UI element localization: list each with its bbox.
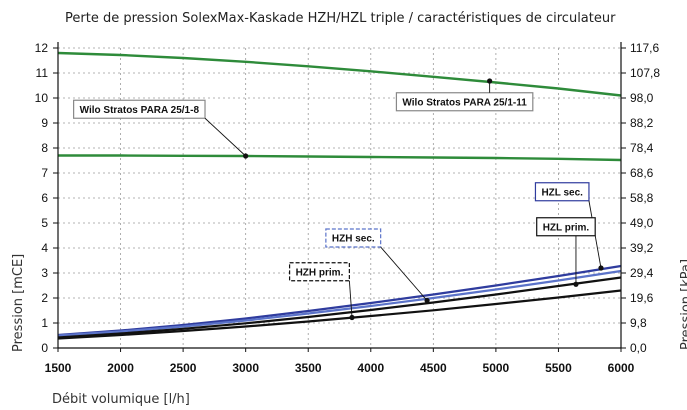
x-tick-label: 3500 bbox=[295, 361, 322, 375]
y-tick-label-right: 117,6 bbox=[630, 41, 659, 55]
x-tick-label: 2000 bbox=[107, 361, 134, 375]
y-tick-label: 12 bbox=[35, 41, 49, 55]
callout-box bbox=[536, 217, 596, 237]
y-tick-label-right: 78,4 bbox=[630, 141, 654, 155]
x-tick-label: 6000 bbox=[608, 361, 635, 375]
callout-leader bbox=[204, 117, 246, 157]
series-line bbox=[58, 154, 622, 162]
callout-leader bbox=[348, 280, 353, 318]
callout-label: Wilo Stratos PARA 25/1-11 bbox=[402, 97, 527, 108]
y-tick-label: 1 bbox=[41, 316, 48, 330]
callout-point bbox=[487, 78, 493, 84]
x-tick-label: 5500 bbox=[545, 361, 572, 375]
y-tick-label: 0 bbox=[41, 341, 48, 355]
x-axis-label: Débit volumique [l/h] bbox=[52, 392, 190, 407]
y-tick-label: 10 bbox=[35, 91, 49, 105]
callout-label: HZL prim. bbox=[543, 222, 590, 233]
callout-leader bbox=[380, 246, 428, 301]
callouts-layer: Wilo Stratos PARA 25/1-8 Wilo Stratos PAR… bbox=[73, 78, 604, 321]
y-tick-label-right: 88,2 bbox=[630, 116, 654, 130]
callout-point bbox=[349, 314, 355, 321]
series-layer bbox=[57, 51, 622, 340]
callout-label: HZL sec. bbox=[541, 187, 583, 198]
y-tick-label-right: 29,4 bbox=[630, 266, 654, 280]
callout-box bbox=[395, 92, 534, 112]
callout-box bbox=[534, 182, 590, 202]
series-line bbox=[57, 264, 622, 337]
callout-box bbox=[325, 228, 382, 248]
callout-label: HZH sec. bbox=[332, 234, 375, 245]
callout: Wilo Stratos PARA 25/1-8 bbox=[73, 99, 249, 159]
y-tick-label: 11 bbox=[36, 66, 49, 80]
callout-label: HZH prim. bbox=[296, 267, 344, 278]
series-line bbox=[57, 289, 622, 340]
x-tick-label: 4000 bbox=[357, 361, 384, 375]
y-axis-label: Pression [mCE] bbox=[11, 254, 26, 352]
callout-label: Wilo Stratos PARA 25/1-8 bbox=[80, 105, 200, 116]
callout: HZH sec. bbox=[325, 228, 430, 304]
ticks-layer: 0 0,0 1 9,8 2 19,6 3 29,4 4 39,2 5 49,0 6 58,8 7 68,6 8 7… bbox=[35, 41, 661, 375]
y-tick-label-right: 49,0 bbox=[630, 216, 654, 230]
callout: HZL prim. bbox=[536, 217, 596, 287]
callout-box bbox=[73, 99, 206, 119]
y-tick-label: 8 bbox=[41, 141, 48, 155]
callout-box bbox=[288, 262, 350, 282]
y-tick-label-right: 58,8 bbox=[630, 191, 654, 205]
y-tick-label-right: 98,0 bbox=[630, 91, 654, 105]
x-tick-label: 2500 bbox=[170, 361, 197, 375]
x-tick-label: 3000 bbox=[232, 361, 259, 375]
y-tick-label-right: 39,2 bbox=[630, 241, 654, 255]
callout-point bbox=[598, 265, 604, 271]
series-line bbox=[57, 276, 622, 339]
x-tick-label: 4500 bbox=[420, 361, 447, 375]
callout: HZH prim. bbox=[288, 262, 355, 321]
y-tick-label: 7 bbox=[41, 166, 48, 180]
y-tick-label: 3 bbox=[41, 266, 48, 280]
x-tick-label: 1500 bbox=[45, 361, 72, 375]
axes-layer bbox=[53, 42, 626, 352]
y-tick-label: 6 bbox=[41, 191, 48, 205]
callout-point bbox=[243, 153, 249, 159]
callout: Wilo Stratos PARA 25/1-11 bbox=[395, 78, 534, 112]
series-line bbox=[57, 51, 622, 97]
y-tick-label: 9 bbox=[41, 116, 48, 130]
y-tick-label-right: 19,6 bbox=[630, 291, 654, 305]
y-tick-label-right: 107,8 bbox=[630, 66, 660, 80]
y-tick-label-right: 9,8 bbox=[630, 316, 647, 330]
callout-point bbox=[573, 281, 579, 287]
y-tick-label-right: 68,6 bbox=[630, 166, 654, 180]
series-line bbox=[57, 269, 622, 337]
x-tick-label: 5000 bbox=[483, 361, 510, 375]
y-tick-label: 5 bbox=[41, 216, 48, 230]
chart-title: Perte de pression SolexMax-Kaskade HZH/H… bbox=[65, 11, 616, 26]
callout-point bbox=[424, 297, 430, 304]
y-tick-label-right: 0,0 bbox=[630, 341, 647, 355]
y-tick-label: 4 bbox=[41, 241, 48, 255]
y-tick-label: 2 bbox=[41, 291, 48, 305]
y-axis-label-right: Pression [kPa] bbox=[679, 259, 687, 350]
